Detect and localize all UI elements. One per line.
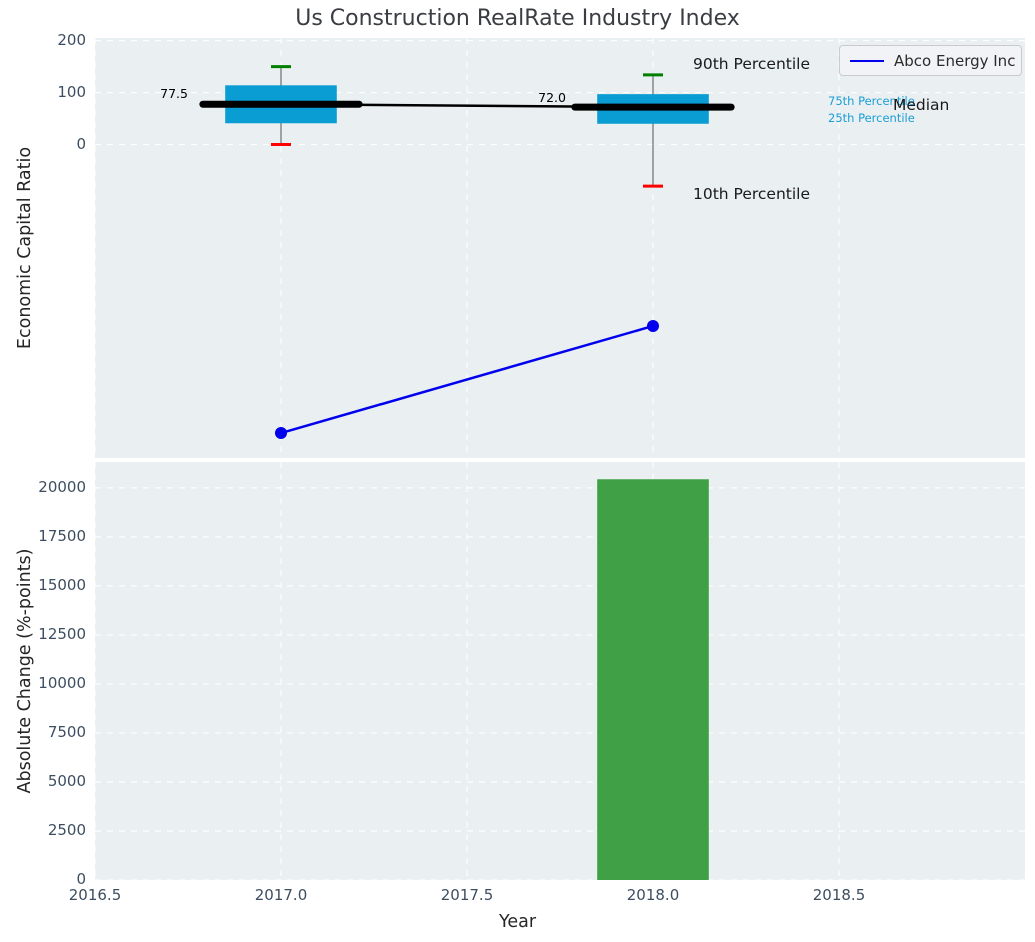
top-panel-plot-area <box>95 38 1025 458</box>
top-y-tick-label: 100 <box>57 82 86 101</box>
top-y-axis-label: Economic Capital Ratio <box>15 146 35 350</box>
x-axis-label: Year <box>498 912 537 932</box>
bottom-y-tick-label: 5000 <box>47 771 86 790</box>
bottom-y-tick-label: 20000 <box>38 477 86 496</box>
x-tick-label: 2016.5 <box>68 886 122 904</box>
bottom-panel-plot-area <box>95 462 1025 880</box>
bottom-y-tick-label: 10000 <box>38 673 86 692</box>
top-y-tick-label: 0 <box>76 134 86 153</box>
bottom-y-tick-label: 15000 <box>38 575 86 594</box>
series-line <box>280 324 654 435</box>
change-bar <box>597 479 709 880</box>
series-marker <box>647 319 659 332</box>
bottom-y-tick-label: 7500 <box>47 722 86 741</box>
bottom-panel-svg <box>95 462 1025 880</box>
series-marker <box>275 427 287 440</box>
bottom-y-tick-label: 2500 <box>47 820 86 839</box>
top-panel-svg <box>95 38 1025 458</box>
annotation-25th-percentile: 25th Percentile <box>828 111 915 125</box>
median-value-2018: 72.0 <box>538 90 566 105</box>
x-tick-label: 2018.0 <box>626 886 680 904</box>
chart-title: Us Construction RealRate Industry Index <box>295 6 740 31</box>
bottom-y-tick-label: 17500 <box>38 526 86 545</box>
x-tick-label: 2017.5 <box>440 886 494 904</box>
legend-label: Abco Energy Inc <box>894 51 1016 70</box>
annotation-10th-percentile: 10th Percentile <box>693 185 811 203</box>
annotation-75th-percentile: 75th Percentile <box>828 94 915 108</box>
annotation-median: Median <box>893 96 950 114</box>
top-y-tick-label: 200 <box>57 30 86 49</box>
median-value-2017: 77.5 <box>160 86 188 101</box>
legend-line-swatch <box>850 59 884 62</box>
bottom-y-tick-label: 0 <box>76 870 86 888</box>
bottom-y-tick-label: 12500 <box>38 624 86 643</box>
x-tick-label: 2018.5 <box>812 886 866 904</box>
x-tick-label: 2017.0 <box>254 886 308 904</box>
annotation-90th-percentile: 90th Percentile <box>693 55 811 73</box>
legend-box: Abco Energy Inc <box>839 45 1022 76</box>
